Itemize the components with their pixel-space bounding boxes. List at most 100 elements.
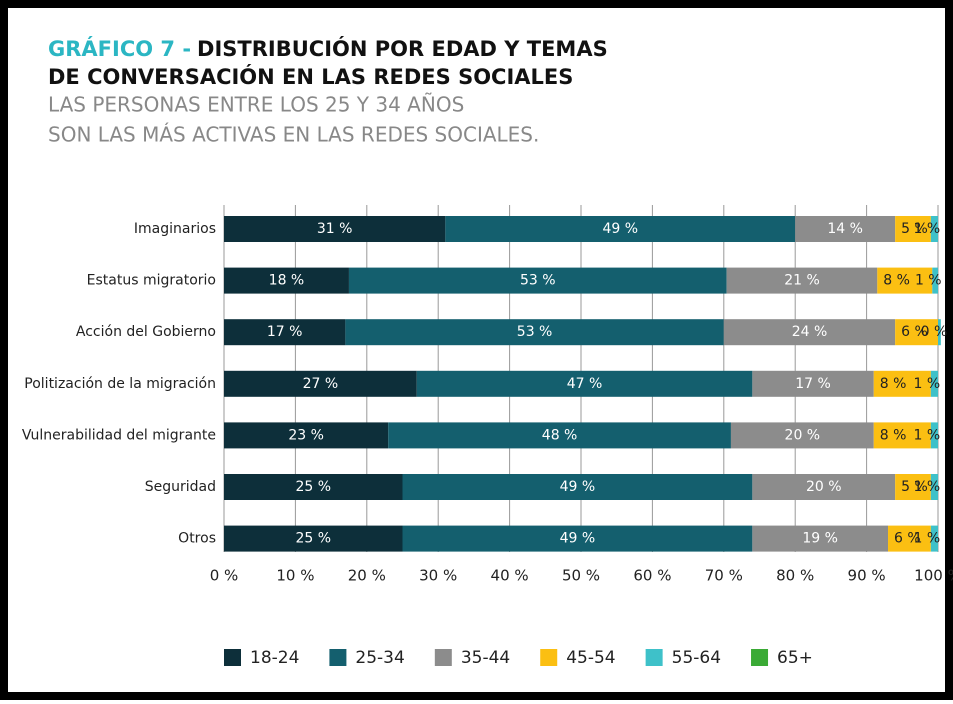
legend-swatch: [540, 649, 558, 666]
legend-label: 45-54: [566, 648, 615, 668]
y-tick-label: Politización de la migración: [24, 376, 216, 392]
data-label: 49 %: [560, 479, 596, 495]
data-label: 20 %: [785, 427, 821, 443]
data-label: 24 %: [792, 324, 828, 340]
data-label: 5 %: [901, 479, 928, 495]
data-label: 14 %: [827, 221, 863, 237]
legend-swatch: [329, 649, 347, 666]
data-label: 21 %: [784, 273, 820, 289]
data-label: 1 %: [914, 531, 941, 547]
bar-segment: [224, 422, 389, 449]
data-label: 53 %: [517, 324, 553, 340]
subtitle-line: LAS PERSONAS ENTRE LOS 25 Y 34 AÑOS: [48, 93, 464, 117]
x-tick-label: 40 %: [491, 567, 529, 585]
title-line: DISTRIBUCIÓN POR EDAD Y TEMAS: [197, 36, 608, 61]
data-label: 49 %: [560, 531, 596, 547]
legend-swatch: [224, 649, 241, 666]
data-label: 53 %: [520, 273, 556, 289]
bar-segment: [938, 319, 941, 346]
data-label: 20 %: [806, 479, 842, 495]
bar-segment: [224, 525, 403, 552]
data-label: 48 %: [542, 427, 578, 443]
bar-segment: [723, 319, 896, 346]
data-label: 27 %: [303, 376, 339, 392]
title-line: DE CONVERSACIÓN EN LAS REDES SOCIALES: [48, 64, 573, 89]
legend-swatch: [751, 649, 769, 666]
y-tick-label: Imaginarios: [134, 221, 216, 237]
bar-segment: [348, 267, 727, 294]
bar-segment: [930, 422, 938, 449]
bar-segment: [345, 319, 724, 346]
bar-segment: [224, 370, 417, 397]
y-tick-label: Vulnerabilidad del migrante: [22, 427, 216, 443]
y-tick-label: Otros: [178, 531, 216, 547]
bar-segment: [895, 319, 938, 346]
x-tick-label: 60 %: [633, 567, 671, 585]
bar-segment: [402, 474, 753, 500]
x-tick-label: 50 %: [562, 567, 600, 585]
data-label: 18 %: [269, 273, 305, 289]
data-label: 1 %: [914, 221, 941, 237]
data-label: 49 %: [602, 221, 638, 237]
legend-label: 25-34: [355, 648, 404, 668]
y-tick-label: Estatus migratorio: [87, 273, 216, 289]
bar-segment: [402, 525, 753, 552]
bar-segment: [930, 474, 938, 500]
x-tick-label: 100 %: [914, 567, 953, 585]
data-label: 23 %: [288, 427, 324, 443]
legend-swatch: [645, 649, 663, 666]
bar-segment: [224, 267, 349, 294]
bar-segment: [930, 370, 938, 397]
y-tick-label: Acción del Gobierno: [76, 324, 216, 340]
bar-segment: [932, 267, 938, 294]
bar-segment: [416, 370, 753, 397]
data-label: 1 %: [914, 479, 941, 495]
data-label: 19 %: [802, 531, 838, 547]
chart-title: GRÁFICO 7 - DISTRIBUCIÓN POR EDAD Y TEMAS: [48, 36, 608, 61]
data-label: 17 %: [795, 376, 831, 392]
bar-segment: [752, 525, 889, 552]
bar-segment: [726, 267, 878, 294]
x-tick-label: 0 %: [210, 567, 239, 585]
data-label: 6 %: [894, 531, 921, 547]
bar-segment: [873, 370, 931, 397]
x-tick-label: 30 %: [419, 567, 457, 585]
data-label: 5 %: [901, 221, 928, 237]
bar-segment: [752, 370, 874, 397]
x-tick-label: 70 %: [705, 567, 743, 585]
legend-label: 18-24: [250, 648, 299, 668]
data-label: 8 %: [880, 427, 907, 443]
bar-segment: [873, 422, 931, 449]
bar-segment: [888, 525, 931, 552]
x-tick-label: 20 %: [348, 567, 386, 585]
bar-segment: [224, 474, 403, 500]
bar-segment: [224, 319, 346, 346]
data-label: 31 %: [317, 221, 353, 237]
data-label: 8 %: [880, 376, 907, 392]
legend-label: 35-44: [461, 648, 510, 668]
legend-swatch: [434, 649, 452, 666]
x-tick-label: 80 %: [776, 567, 814, 585]
y-tick-label: Seguridad: [145, 479, 216, 495]
data-label: 25 %: [295, 531, 331, 547]
data-label: 25 %: [295, 479, 331, 495]
bar-segment: [224, 216, 446, 242]
legend-label: 55-64: [672, 648, 721, 668]
data-label: 47 %: [567, 376, 603, 392]
data-label: 1 %: [914, 376, 941, 392]
bar-segment: [877, 267, 933, 294]
bar-segment: [895, 474, 931, 500]
bar-segment: [795, 216, 896, 242]
subtitle-line: SON LAS MÁS ACTIVAS EN LAS REDES SOCIALE…: [48, 123, 539, 147]
bar-segment: [930, 216, 938, 242]
data-label: 1 %: [914, 427, 941, 443]
bar-segment: [445, 216, 796, 242]
data-label: 1 %: [915, 273, 942, 289]
data-label: 17 %: [267, 324, 303, 340]
bar-segment: [895, 216, 931, 242]
legend-label: 65+: [777, 648, 813, 668]
bar-segment: [930, 525, 938, 552]
x-tick-label: 90 %: [848, 567, 886, 585]
